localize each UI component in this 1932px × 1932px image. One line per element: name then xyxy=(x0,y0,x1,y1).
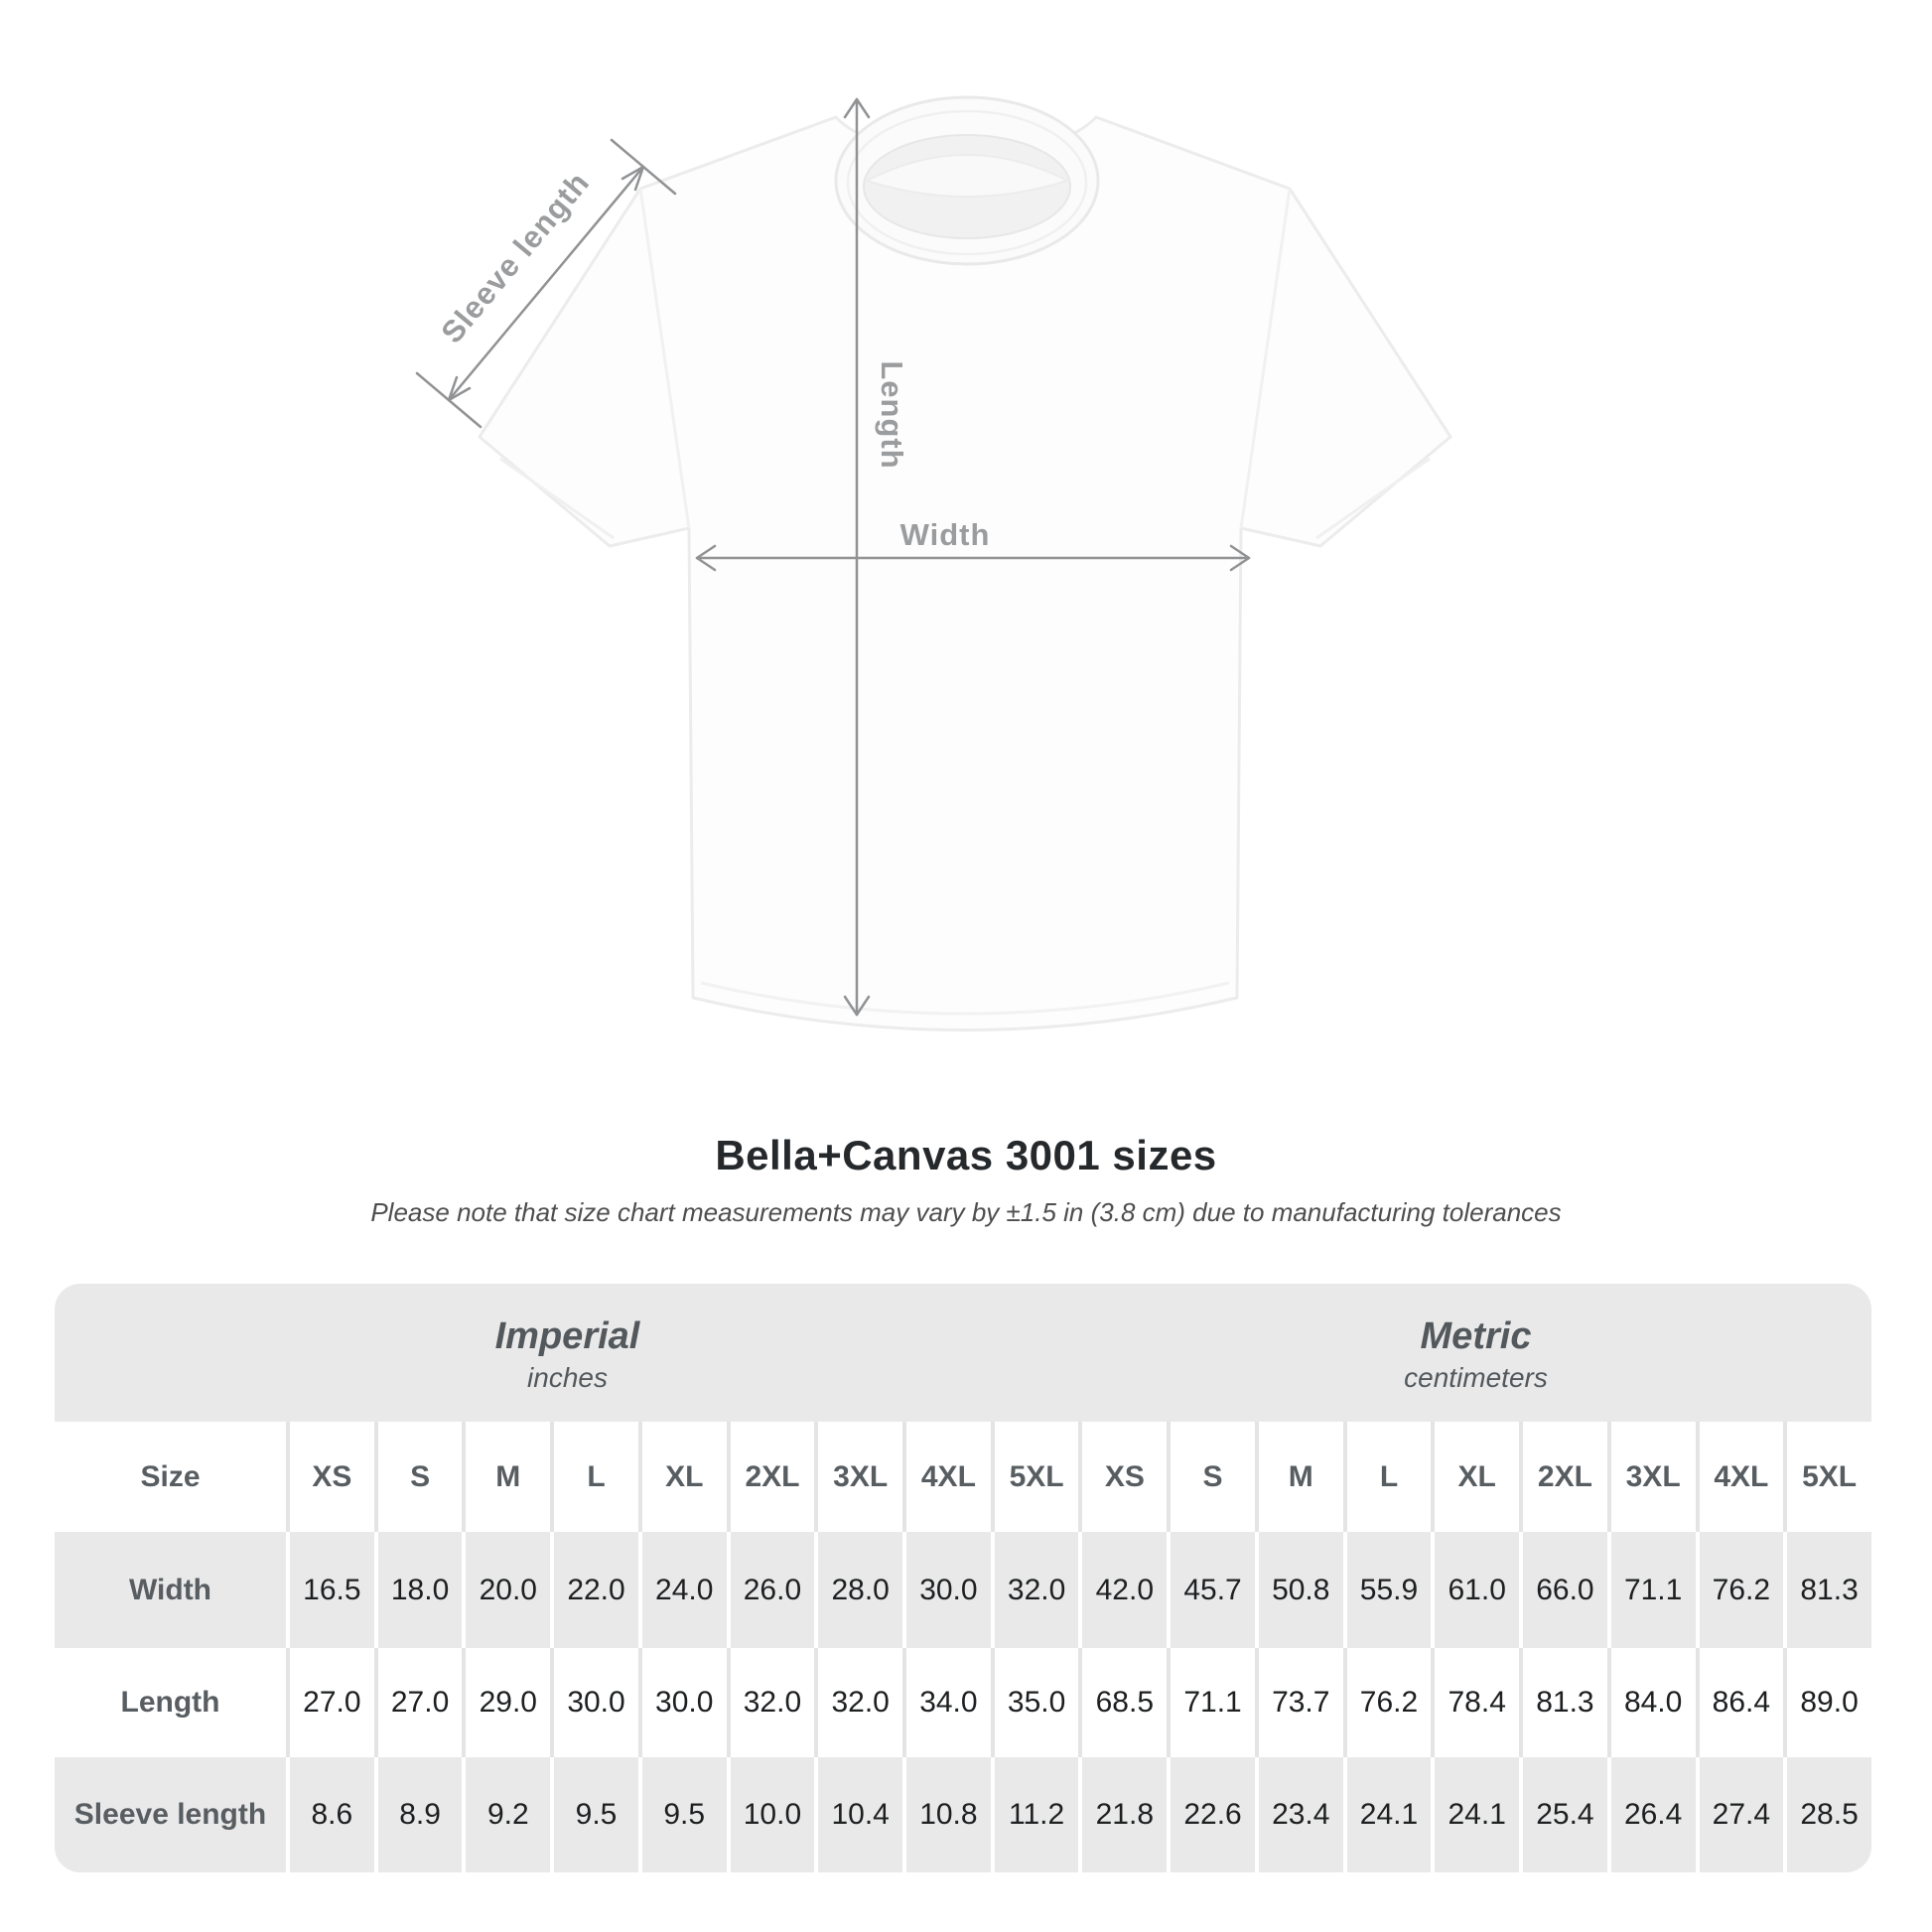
size-header-cell: 2XL xyxy=(726,1422,815,1532)
value-cell: 11.2 xyxy=(990,1757,1079,1872)
value-cell: 27.0 xyxy=(373,1648,463,1757)
table-row-width: Width 16.5 18.0 20.0 22.0 24.0 26.0 28.0… xyxy=(55,1532,1871,1648)
value-cell: 29.0 xyxy=(462,1648,550,1757)
tshirt-measurement-diagram: Sleeve length Length Width xyxy=(415,95,1452,1032)
sleeve-length-arrow xyxy=(415,138,677,429)
value-cell: 24.1 xyxy=(1431,1757,1519,1872)
value-cell: 89.0 xyxy=(1783,1648,1871,1757)
metric-unit: centimeters xyxy=(1404,1362,1548,1394)
size-header-cell: S xyxy=(373,1422,463,1532)
size-header-cell: L xyxy=(550,1422,638,1532)
value-cell: 10.8 xyxy=(902,1757,991,1872)
size-header-cell: XL xyxy=(1431,1422,1519,1532)
value-cell: 30.0 xyxy=(637,1648,727,1757)
value-cell: 25.4 xyxy=(1519,1757,1607,1872)
value-cell: 10.4 xyxy=(814,1757,902,1872)
table-row-length: Length 27.0 27.0 29.0 30.0 30.0 32.0 32.… xyxy=(55,1648,1871,1757)
width-arrow xyxy=(695,544,1251,572)
value-cell: 32.0 xyxy=(726,1648,815,1757)
width-label: Width xyxy=(900,517,991,552)
size-header-cell: 4XL xyxy=(902,1422,991,1532)
value-cell: 8.6 xyxy=(286,1757,374,1872)
value-cell: 22.0 xyxy=(550,1532,638,1648)
value-cell: 73.7 xyxy=(1254,1648,1343,1757)
imperial-header: Imperial inches xyxy=(55,1284,1080,1422)
size-header-cell: 3XL xyxy=(1606,1422,1696,1532)
unit-header-band: Imperial inches Metric centimeters xyxy=(55,1284,1871,1422)
value-cell: 21.8 xyxy=(1078,1757,1167,1872)
value-cell: 42.0 xyxy=(1078,1532,1167,1648)
value-cell: 9.2 xyxy=(462,1757,550,1872)
value-cell: 24.0 xyxy=(637,1532,727,1648)
value-cell: 71.1 xyxy=(1167,1648,1255,1757)
value-cell: 24.1 xyxy=(1342,1757,1432,1872)
value-cell: 9.5 xyxy=(637,1757,727,1872)
size-column-header: Size xyxy=(140,1459,201,1493)
value-cell: 76.2 xyxy=(1695,1532,1784,1648)
imperial-label: Imperial xyxy=(494,1314,640,1357)
value-cell: 55.9 xyxy=(1342,1532,1432,1648)
value-cell: 66.0 xyxy=(1519,1532,1607,1648)
size-header-cell: 2XL xyxy=(1519,1422,1607,1532)
size-header-cell: S xyxy=(1167,1422,1255,1532)
value-cell: 32.0 xyxy=(814,1648,902,1757)
tshirt-graphic xyxy=(478,95,1452,1032)
value-cell: 50.8 xyxy=(1254,1532,1343,1648)
value-cell: 28.0 xyxy=(814,1532,902,1648)
value-cell: 22.6 xyxy=(1167,1757,1255,1872)
value-cell: 26.4 xyxy=(1606,1757,1696,1872)
value-cell: 34.0 xyxy=(902,1648,991,1757)
value-cell: 81.3 xyxy=(1783,1532,1871,1648)
size-header-cell: 5XL xyxy=(1783,1422,1871,1532)
size-header-cell: XL xyxy=(637,1422,727,1532)
value-cell: 23.4 xyxy=(1254,1757,1343,1872)
value-cell: 20.0 xyxy=(462,1532,550,1648)
value-cell: 32.0 xyxy=(990,1532,1079,1648)
value-cell: 35.0 xyxy=(990,1648,1079,1757)
size-header-cell: 4XL xyxy=(1695,1422,1784,1532)
value-cell: 78.4 xyxy=(1431,1648,1519,1757)
size-table: Imperial inches Metric centimeters Size … xyxy=(55,1284,1871,1872)
size-header-cell: M xyxy=(462,1422,550,1532)
size-header-cell: XS xyxy=(286,1422,374,1532)
row-label: Width xyxy=(128,1573,212,1606)
size-header-cell: M xyxy=(1254,1422,1343,1532)
size-header-cell: L xyxy=(1342,1422,1432,1532)
value-cell: 45.7 xyxy=(1167,1532,1255,1648)
imperial-unit: inches xyxy=(527,1362,608,1394)
size-header-cell: XS xyxy=(1078,1422,1167,1532)
value-cell: 27.0 xyxy=(286,1648,374,1757)
size-header-cell: 3XL xyxy=(814,1422,902,1532)
length-label: Length xyxy=(875,360,909,469)
value-cell: 61.0 xyxy=(1431,1532,1519,1648)
value-cell: 16.5 xyxy=(286,1532,374,1648)
metric-header: Metric centimeters xyxy=(1080,1284,1871,1422)
value-cell: 26.0 xyxy=(726,1532,815,1648)
value-cell: 8.9 xyxy=(373,1757,463,1872)
value-cell: 76.2 xyxy=(1342,1648,1432,1757)
table-row-sleeve-length: Sleeve length 8.6 8.9 9.2 9.5 9.5 10.0 1… xyxy=(55,1757,1871,1872)
value-cell: 30.0 xyxy=(902,1532,991,1648)
value-cell: 9.5 xyxy=(550,1757,638,1872)
value-cell: 28.5 xyxy=(1783,1757,1871,1872)
size-header-cell: 5XL xyxy=(990,1422,1079,1532)
row-label: Sleeve length xyxy=(73,1798,267,1831)
size-header-row: Size XS S M L XL 2XL 3XL 4XL 5XL XS S M … xyxy=(55,1422,1871,1532)
value-cell: 71.1 xyxy=(1606,1532,1696,1648)
row-label: Length xyxy=(120,1686,220,1719)
value-cell: 86.4 xyxy=(1695,1648,1784,1757)
page-title: Bella+Canvas 3001 sizes xyxy=(715,1132,1217,1178)
value-cell: 30.0 xyxy=(550,1648,638,1757)
value-cell: 84.0 xyxy=(1606,1648,1696,1757)
value-cell: 27.4 xyxy=(1695,1757,1784,1872)
metric-label: Metric xyxy=(1420,1314,1532,1357)
value-cell: 18.0 xyxy=(373,1532,463,1648)
value-cell: 10.0 xyxy=(726,1757,815,1872)
tolerance-note: Please note that size chart measurements… xyxy=(370,1197,1562,1227)
value-cell: 81.3 xyxy=(1519,1648,1607,1757)
value-cell: 68.5 xyxy=(1078,1648,1167,1757)
